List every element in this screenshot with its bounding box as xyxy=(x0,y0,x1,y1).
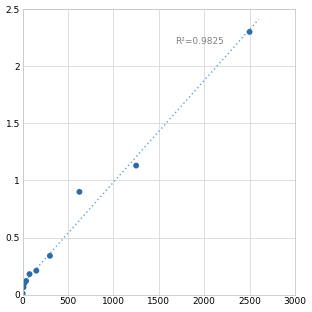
Point xyxy=(24,279,29,284)
Point xyxy=(27,272,32,277)
Point xyxy=(22,281,27,286)
Point xyxy=(247,29,252,34)
Point xyxy=(34,268,39,273)
Text: R²=0.9825: R²=0.9825 xyxy=(175,37,224,46)
Point xyxy=(47,253,52,258)
Point xyxy=(134,163,139,168)
Point xyxy=(20,291,25,296)
Point xyxy=(21,285,26,290)
Point xyxy=(77,189,82,194)
